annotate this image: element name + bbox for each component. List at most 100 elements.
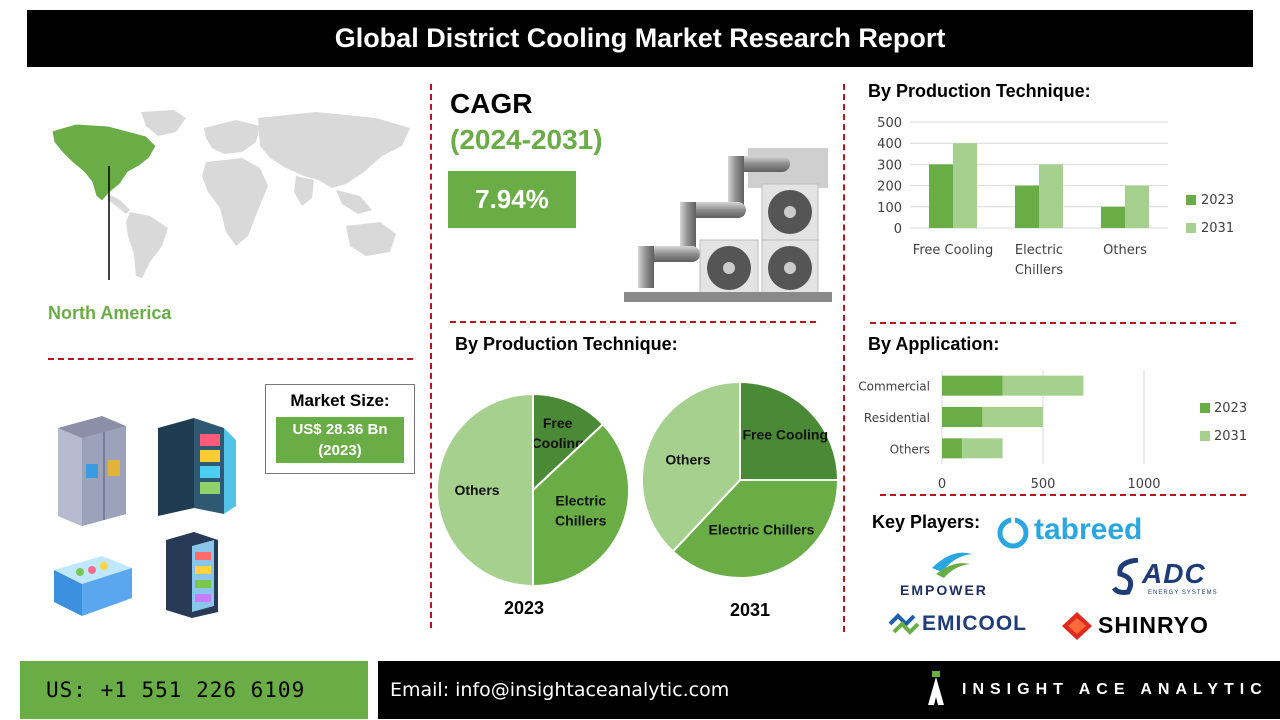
divider-cagr — [450, 321, 816, 323]
pie-slice-label: Chillers — [555, 513, 607, 529]
empower-logo-icon — [932, 552, 972, 578]
hbar-category-label: Others — [890, 442, 930, 456]
adc-logo-subtitle: ENERGY SYSTEMS — [1148, 590, 1218, 596]
empower-logo: EMPOWER — [900, 582, 988, 598]
bar-ytick-label: 400 — [877, 137, 902, 152]
pie-slice-label: Free — [543, 415, 573, 431]
bar-ytick-label: 300 — [877, 158, 902, 173]
divider-application — [880, 494, 1246, 496]
divider-vertical-left — [430, 84, 432, 628]
bar-2023 — [1101, 206, 1125, 228]
bar-xtick-label: Electric — [1015, 243, 1063, 258]
bar-legend-label: 2031 — [1201, 221, 1234, 236]
hbar-legend-label: 2031 — [1214, 429, 1247, 444]
pie-chart-2031-title: 2031 — [729, 600, 771, 620]
emicool-logo-icon — [888, 613, 920, 635]
chest-freezer-icon — [54, 556, 132, 616]
bar-ytick-label: 200 — [877, 180, 902, 195]
bar-ytick-label: 0 — [894, 222, 902, 237]
bar-ytick-label: 500 — [877, 116, 902, 131]
hbar-chart-title: By Application: — [868, 334, 1000, 354]
bar-chart: 0 100 200 300 400 500 Free Cooling Electric Chil… — [877, 116, 1234, 278]
bar-xtick-label: Chillers — [1015, 263, 1063, 278]
divider-vertical-right — [843, 84, 845, 632]
hbar-2023 — [942, 375, 1003, 396]
bar-chart-title: By Production Technique: — [868, 81, 1091, 101]
drinks-cooler-icon — [166, 532, 218, 618]
region-label: North America — [48, 303, 172, 323]
shinryo-logo-icon — [1062, 612, 1092, 640]
pie-slice — [532, 422, 630, 588]
page-title: Global District Cooling Market Research … — [27, 10, 1253, 67]
pie-charts-title: By Production Technique: — [455, 334, 678, 354]
shinryo-logo: SHINRYO — [1098, 612, 1209, 638]
pie-slice-label: Free Cooling — [742, 427, 828, 443]
application-bar-chart: 0 500 1000 Commercial Residential Others 2023 2… — [858, 370, 1247, 492]
hbar-2023 — [942, 407, 983, 427]
pie-slice-label: Electric Chillers — [709, 522, 815, 538]
footer-email: Email: info@insightaceanalytic.com — [390, 679, 730, 701]
market-size-box: Market Size: US$ 28.36 Bn (2023) — [265, 384, 415, 474]
market-size-value: US$ 28.36 Bn (2023) — [276, 417, 404, 463]
display-fridge-icon — [158, 418, 236, 516]
pie-slice — [532, 392, 605, 493]
pie-slice — [739, 380, 840, 481]
footer-phone: US: +1 551 226 6109 — [46, 678, 306, 702]
hbar-category-label: Residential — [864, 411, 930, 425]
bar-xtick-label: Others — [1103, 243, 1147, 258]
market-size-amount: US$ 28.36 Bn — [292, 421, 388, 438]
world-map-icon — [51, 110, 410, 280]
north-america-shape — [51, 123, 157, 202]
bar-2031 — [953, 143, 977, 228]
hbar-legend-label: 2023 — [1214, 401, 1247, 416]
emicool-logo: EMICOOL — [922, 612, 1027, 635]
key-players-title: Key Players: — [872, 512, 981, 532]
bar-legend-label: 2023 — [1201, 193, 1234, 208]
tabreed-logo: tabreed — [1034, 513, 1143, 546]
pie-chart-2031: Free Cooling Electric Chillers Others — [641, 380, 840, 579]
bar-legend-swatch — [1186, 223, 1196, 233]
footer-brand: INSIGHT ACE ANALYTIC — [962, 681, 1268, 698]
pie-chart-2023: Free Cooling Electric Chillers Others — [436, 392, 630, 588]
hbar-2023 — [942, 438, 963, 459]
bar-legend-swatch — [1186, 195, 1196, 205]
insight-ace-logo-icon — [928, 671, 944, 705]
market-size-year: (2023) — [318, 442, 362, 459]
bar-2023 — [1015, 185, 1039, 228]
divider-map — [48, 358, 413, 360]
cagr-label: CAGR — [450, 88, 533, 119]
footer-phone-panel: US: +1 551 226 6109 — [20, 661, 368, 719]
pie-slice-label: Electric — [555, 493, 606, 509]
bar-2023 — [929, 164, 953, 228]
cooling-unit-icon — [624, 148, 832, 302]
bar-xtick-label: Free Cooling — [913, 243, 993, 258]
pie-slice — [641, 380, 741, 553]
footer-brand-panel: INSIGHT ACE ANALYTIC — [898, 661, 1280, 719]
cagr-period: (2024-2031) — [450, 124, 603, 155]
pie-slice — [671, 479, 840, 579]
bar-ytick-label: 100 — [877, 201, 902, 216]
cagr-value: 7.94% — [448, 171, 576, 228]
pie-slice — [436, 392, 534, 588]
footer-email-panel: Email: info@insightaceanalytic.com — [378, 661, 898, 719]
hbar-2031 — [1002, 375, 1084, 396]
hbar-category-label: Commercial — [858, 380, 930, 394]
tabreed-logo-icon — [997, 516, 1029, 549]
hbar-2031 — [982, 407, 1043, 427]
bar-2031 — [1125, 185, 1149, 228]
market-size-label: Market Size: — [290, 391, 390, 410]
pie-slice-label: Others — [665, 451, 710, 467]
adc-logo: ADC — [1142, 558, 1206, 589]
adc-logo-icon — [1112, 558, 1139, 595]
pie-slice-label: Cooling — [532, 435, 584, 451]
refrigerator-icon — [58, 416, 126, 526]
bar-2031 — [1039, 164, 1063, 228]
pie-chart-2023-title: 2023 — [503, 598, 545, 618]
hbar-2031 — [962, 438, 1003, 459]
hbar-xtick-label: 1000 — [1127, 477, 1160, 492]
hbar-xtick-label: 0 — [938, 477, 946, 492]
divider-barchart — [870, 322, 1236, 324]
pie-slice-label: Others — [454, 482, 499, 498]
hbar-xtick-label: 500 — [1031, 477, 1056, 492]
hbar-legend-swatch — [1200, 403, 1210, 413]
